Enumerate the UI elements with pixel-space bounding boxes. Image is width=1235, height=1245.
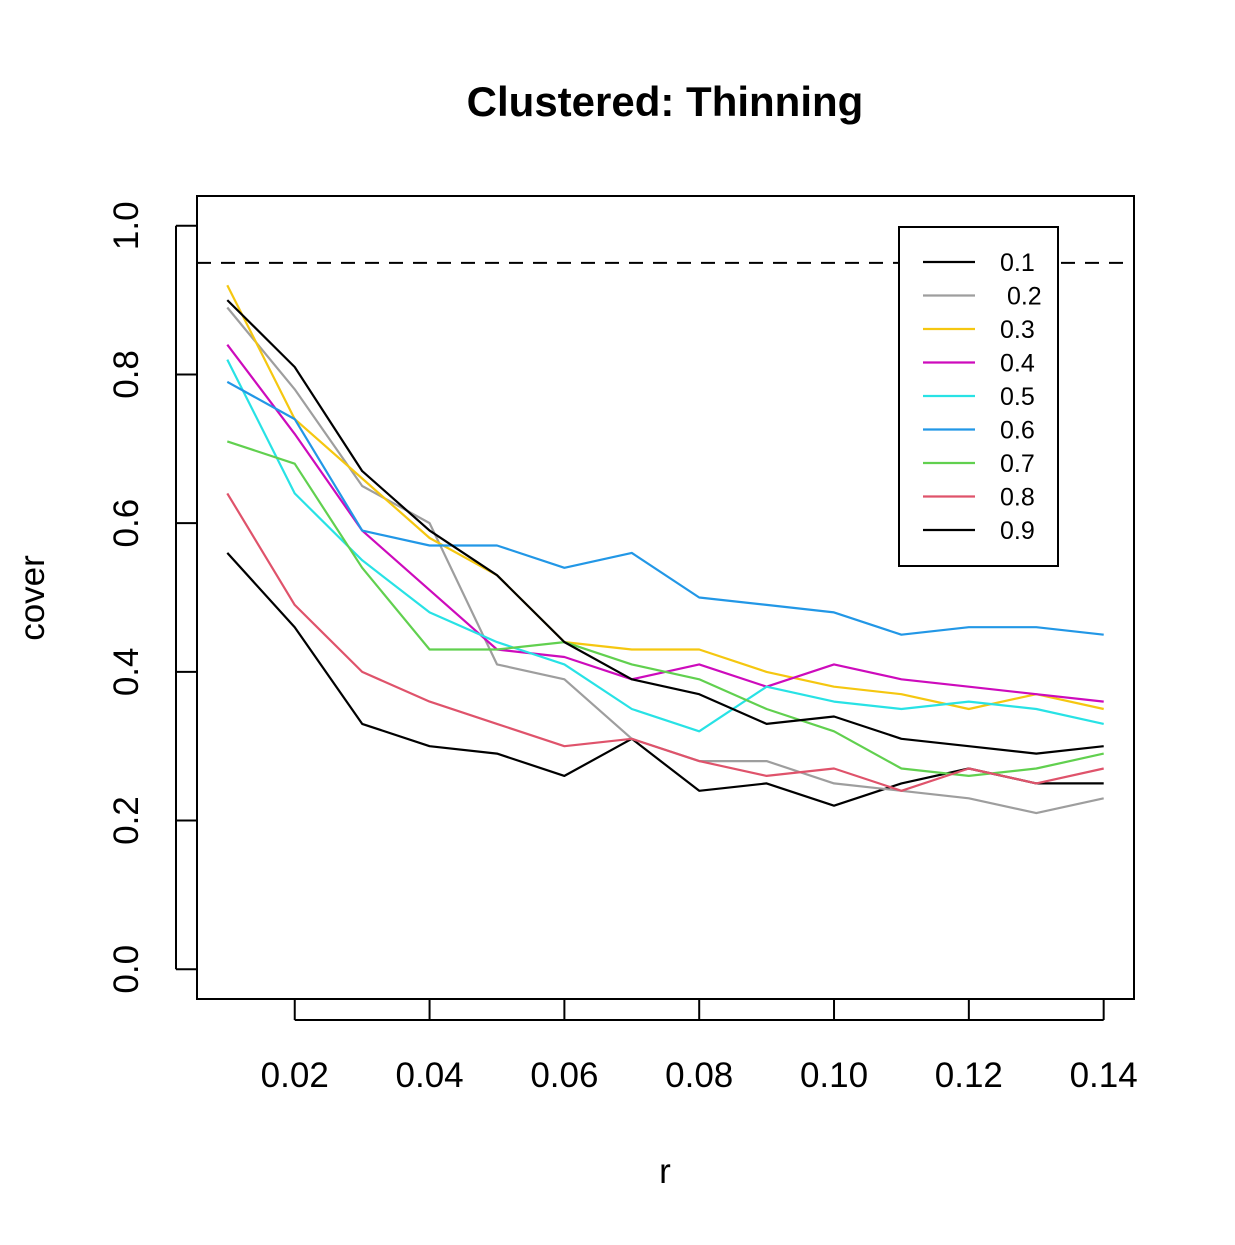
legend-label: 0.9 [1000, 517, 1035, 545]
legend-label: 0.5 [1000, 383, 1035, 411]
x-tick-label: 0.12 [935, 1056, 1003, 1095]
series-line [226, 492, 1104, 792]
legend-label: 0.4 [1000, 350, 1035, 378]
y-tick-label: 0.4 [107, 648, 146, 697]
legend-label: 0.8 [1000, 484, 1035, 512]
legend-label: 0.7 [1000, 450, 1035, 478]
y-tick-label: 1.0 [107, 201, 146, 250]
x-tick-label: 0.14 [1070, 1056, 1138, 1095]
series-line [226, 380, 1104, 636]
series-line [226, 359, 1104, 733]
series-line [226, 284, 1104, 711]
series-line [226, 440, 1104, 778]
x-tick-label: 0.04 [396, 1056, 464, 1095]
y-axis-label: cover [13, 555, 52, 641]
legend: 0.1 0.2 0.3 0.4 0.5 0.6 0.7 0.8 0.9 [898, 226, 1059, 567]
series-lines [226, 284, 1104, 815]
x-axis-label: r [659, 1152, 671, 1191]
y-tick-label: 0.2 [107, 796, 146, 845]
legend-label: 0.3 [1000, 316, 1035, 344]
y-tick-label: 0.6 [107, 499, 146, 548]
chart-title: Clustered: Thinning [467, 78, 864, 125]
x-tick-label: 0.10 [800, 1056, 868, 1095]
y-tick-label: 0.8 [107, 350, 146, 399]
series-line [226, 299, 1104, 755]
legend-label: 0.1 [1000, 249, 1035, 277]
plot-frame [196, 195, 1135, 1000]
series-line [226, 552, 1104, 807]
legend-label: 0.6 [1000, 417, 1035, 445]
x-tick-label: 0.02 [261, 1056, 329, 1095]
y-tick-label: 0.0 [107, 945, 146, 994]
x-tick-label: 0.08 [665, 1056, 733, 1095]
x-tick-label: 0.06 [530, 1056, 598, 1095]
legend-label: 0.2 [1000, 283, 1042, 311]
x-axis: 0.02 0.04 0.06 0.08 0.10 0.12 0.14 [261, 1000, 1138, 1095]
y-axis: 0.0 0.2 0.4 0.6 0.8 1.0 [107, 201, 196, 994]
